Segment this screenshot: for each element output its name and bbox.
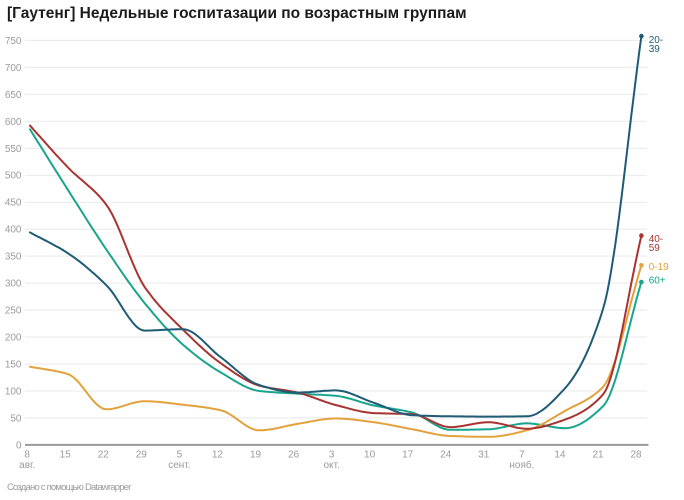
svg-text:150: 150 xyxy=(5,360,22,371)
svg-text:0: 0 xyxy=(16,440,22,451)
svg-text:22: 22 xyxy=(98,450,110,461)
svg-text:100: 100 xyxy=(5,387,22,398)
svg-text:14: 14 xyxy=(554,450,566,461)
svg-text:12: 12 xyxy=(212,450,224,461)
svg-text:0-19: 0-19 xyxy=(649,262,669,273)
svg-text:17: 17 xyxy=(402,450,414,461)
svg-text:400: 400 xyxy=(5,225,22,236)
svg-text:500: 500 xyxy=(5,171,22,182)
svg-text:авг.: авг. xyxy=(19,460,35,471)
svg-text:3: 3 xyxy=(329,450,335,461)
svg-text:8: 8 xyxy=(24,450,30,461)
svg-text:окт.: окт. xyxy=(323,460,339,471)
svg-text:40-: 40- xyxy=(649,234,663,245)
svg-text:10: 10 xyxy=(364,450,376,461)
svg-text:59: 59 xyxy=(649,243,661,254)
svg-text:29: 29 xyxy=(136,450,148,461)
svg-text:15: 15 xyxy=(60,450,72,461)
svg-text:600: 600 xyxy=(5,117,22,128)
svg-text:200: 200 xyxy=(5,333,22,344)
svg-text:24: 24 xyxy=(440,450,452,461)
svg-text:31: 31 xyxy=(478,450,490,461)
svg-text:250: 250 xyxy=(5,306,22,317)
svg-text:750: 750 xyxy=(5,36,22,47)
svg-text:50: 50 xyxy=(10,413,22,424)
svg-text:сент.: сент. xyxy=(168,460,190,471)
svg-text:450: 450 xyxy=(5,198,22,209)
svg-text:650: 650 xyxy=(5,90,22,101)
svg-text:28: 28 xyxy=(630,450,642,461)
svg-text:300: 300 xyxy=(5,279,22,290)
svg-text:20-: 20- xyxy=(649,35,663,46)
svg-text:5: 5 xyxy=(177,450,183,461)
svg-text:700: 700 xyxy=(5,63,22,74)
svg-text:7: 7 xyxy=(519,450,525,461)
svg-text:21: 21 xyxy=(592,450,604,461)
svg-text:550: 550 xyxy=(5,144,22,155)
svg-text:нояб.: нояб. xyxy=(509,459,534,471)
svg-text:39: 39 xyxy=(649,44,661,55)
svg-text:26: 26 xyxy=(288,450,300,461)
svg-text:350: 350 xyxy=(5,252,22,263)
svg-text:60+: 60+ xyxy=(649,276,666,287)
svg-text:19: 19 xyxy=(250,450,262,461)
